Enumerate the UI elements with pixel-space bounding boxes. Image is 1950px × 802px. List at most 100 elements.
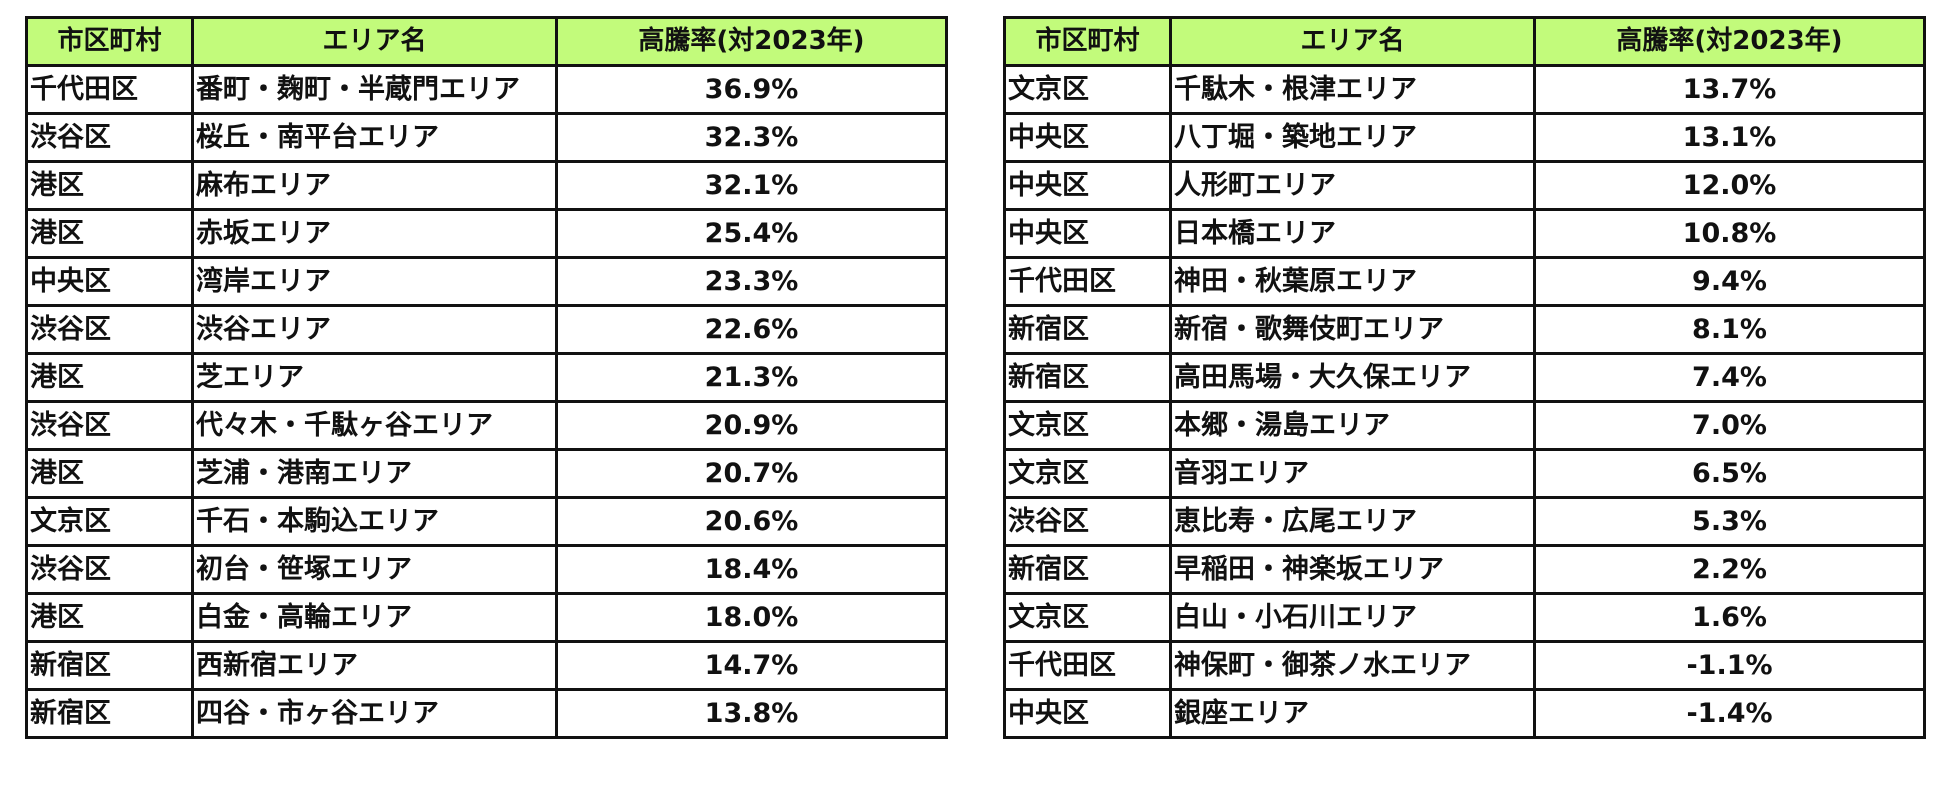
rate-cell: -1.4% <box>1533 688 1926 739</box>
city-cell: 渋谷区 <box>1003 496 1172 547</box>
area-cell: 新宿・歌舞伎町エリア <box>1169 304 1536 355</box>
table-body-left: 千代田区 番町・麹町・半蔵門エリア 36.9% 渋谷区 桜丘・南平台エリア 32.3% 港区… <box>25 64 948 739</box>
city-cell: 渋谷区 <box>25 112 194 163</box>
rate-cell: 25.4% <box>555 208 948 259</box>
rate-cell: 13.8% <box>555 688 948 739</box>
area-cell: 千駄木・根津エリア <box>1169 64 1536 115</box>
area-cell: 白山・小石川エリア <box>1169 592 1536 643</box>
area-cell: 代々木・千駄ヶ谷エリア <box>191 400 558 451</box>
area-cell: 芝浦・港南エリア <box>191 448 558 499</box>
table-row: 中央区 人形町エリア 12.0% <box>1003 160 1926 211</box>
rate-cell: 20.7% <box>555 448 948 499</box>
city-cell: 渋谷区 <box>25 304 194 355</box>
city-cell: 渋谷区 <box>25 400 194 451</box>
table-row: 渋谷区 初台・笹塚エリア 18.4% <box>25 544 948 595</box>
table-row: 新宿区 早稲田・神楽坂エリア 2.2% <box>1003 544 1926 595</box>
table-row: 文京区 白山・小石川エリア 1.6% <box>1003 592 1926 643</box>
area-cell: 恵比寿・広尾エリア <box>1169 496 1536 547</box>
city-cell: 中央区 <box>1003 208 1172 259</box>
city-cell: 中央区 <box>25 256 194 307</box>
area-cell: 千石・本駒込エリア <box>191 496 558 547</box>
city-cell: 中央区 <box>1003 160 1172 211</box>
city-cell: 新宿区 <box>1003 352 1172 403</box>
area-cell: 本郷・湯島エリア <box>1169 400 1536 451</box>
table-row: 新宿区 高田馬場・大久保エリア 7.4% <box>1003 352 1926 403</box>
rate-table-left: 市区町村 エリア名 高騰率(対2023年) 千代田区 番町・麹町・半蔵門エリア 36… <box>25 16 948 739</box>
area-cell: 八丁堀・築地エリア <box>1169 112 1536 163</box>
table-row: 千代田区 番町・麹町・半蔵門エリア 36.9% <box>25 64 948 115</box>
area-cell: 音羽エリア <box>1169 448 1536 499</box>
rate-cell: 1.6% <box>1533 592 1926 643</box>
area-cell: 芝エリア <box>191 352 558 403</box>
header-city: 市区町村 <box>1003 16 1172 67</box>
rate-cell: 7.4% <box>1533 352 1926 403</box>
rate-cell: 32.3% <box>555 112 948 163</box>
city-cell: 中央区 <box>1003 112 1172 163</box>
rate-cell: 18.0% <box>555 592 948 643</box>
table-row: 港区 白金・高輪エリア 18.0% <box>25 592 948 643</box>
header-area: エリア名 <box>1169 16 1536 67</box>
table-row: 千代田区 神田・秋葉原エリア 9.4% <box>1003 256 1926 307</box>
rate-cell: 9.4% <box>1533 256 1926 307</box>
table-row: 港区 芝エリア 21.3% <box>25 352 948 403</box>
area-cell: 湾岸エリア <box>191 256 558 307</box>
area-cell: 神田・秋葉原エリア <box>1169 256 1536 307</box>
city-cell: 港区 <box>25 592 194 643</box>
table-row: 渋谷区 恵比寿・広尾エリア 5.3% <box>1003 496 1926 547</box>
rate-cell: 13.7% <box>1533 64 1926 115</box>
city-cell: 港区 <box>25 208 194 259</box>
table-header-row: 市区町村 エリア名 高騰率(対2023年) <box>25 16 948 67</box>
rate-cell: 5.3% <box>1533 496 1926 547</box>
city-cell: 文京区 <box>1003 64 1172 115</box>
city-cell: 新宿区 <box>1003 304 1172 355</box>
city-cell: 中央区 <box>1003 688 1172 739</box>
table-row: 中央区 八丁堀・築地エリア 13.1% <box>1003 112 1926 163</box>
city-cell: 新宿区 <box>1003 544 1172 595</box>
table-row: 中央区 日本橋エリア 10.8% <box>1003 208 1926 259</box>
city-cell: 新宿区 <box>25 640 194 691</box>
table-row: 渋谷区 渋谷エリア 22.6% <box>25 304 948 355</box>
table-row: 文京区 音羽エリア 6.5% <box>1003 448 1926 499</box>
area-cell: 麻布エリア <box>191 160 558 211</box>
rate-cell: 32.1% <box>555 160 948 211</box>
area-cell: 早稲田・神楽坂エリア <box>1169 544 1536 595</box>
header-rate: 高騰率(対2023年) <box>555 16 948 67</box>
rate-table-right: 市区町村 エリア名 高騰率(対2023年) 文京区 千駄木・根津エリア 13.7% 中… <box>1003 16 1926 739</box>
header-rate: 高騰率(対2023年) <box>1533 16 1926 67</box>
area-cell: 番町・麹町・半蔵門エリア <box>191 64 558 115</box>
rate-cell: -1.1% <box>1533 640 1926 691</box>
rate-cell: 6.5% <box>1533 448 1926 499</box>
city-cell: 文京区 <box>1003 448 1172 499</box>
area-cell: 銀座エリア <box>1169 688 1536 739</box>
rate-cell: 18.4% <box>555 544 948 595</box>
table-row: 中央区 銀座エリア -1.4% <box>1003 688 1926 739</box>
table-row: 新宿区 西新宿エリア 14.7% <box>25 640 948 691</box>
city-cell: 港区 <box>25 160 194 211</box>
table-row: 文京区 千石・本駒込エリア 20.6% <box>25 496 948 547</box>
rate-cell: 2.2% <box>1533 544 1926 595</box>
area-cell: 日本橋エリア <box>1169 208 1536 259</box>
rate-cell: 20.6% <box>555 496 948 547</box>
area-cell: 高田馬場・大久保エリア <box>1169 352 1536 403</box>
city-cell: 千代田区 <box>25 64 194 115</box>
table-header-row: 市区町村 エリア名 高騰率(対2023年) <box>1003 16 1926 67</box>
city-cell: 千代田区 <box>1003 640 1172 691</box>
table-row: 渋谷区 代々木・千駄ヶ谷エリア 20.9% <box>25 400 948 451</box>
rate-cell: 13.1% <box>1533 112 1926 163</box>
header-area: エリア名 <box>191 16 558 67</box>
rate-cell: 7.0% <box>1533 400 1926 451</box>
area-cell: 桜丘・南平台エリア <box>191 112 558 163</box>
table-body-right: 文京区 千駄木・根津エリア 13.7% 中央区 八丁堀・築地エリア 13.1% 中央区 人形町… <box>1003 64 1926 739</box>
city-cell: 新宿区 <box>25 688 194 739</box>
rate-cell: 10.8% <box>1533 208 1926 259</box>
area-cell: 西新宿エリア <box>191 640 558 691</box>
table-row: 新宿区 四谷・市ヶ谷エリア 13.8% <box>25 688 948 739</box>
table-row: 港区 赤坂エリア 25.4% <box>25 208 948 259</box>
city-cell: 港区 <box>25 352 194 403</box>
rate-cell: 21.3% <box>555 352 948 403</box>
table-row: 新宿区 新宿・歌舞伎町エリア 8.1% <box>1003 304 1926 355</box>
rate-cell: 8.1% <box>1533 304 1926 355</box>
area-cell: 人形町エリア <box>1169 160 1536 211</box>
rate-cell: 14.7% <box>555 640 948 691</box>
area-cell: 神保町・御茶ノ水エリア <box>1169 640 1536 691</box>
